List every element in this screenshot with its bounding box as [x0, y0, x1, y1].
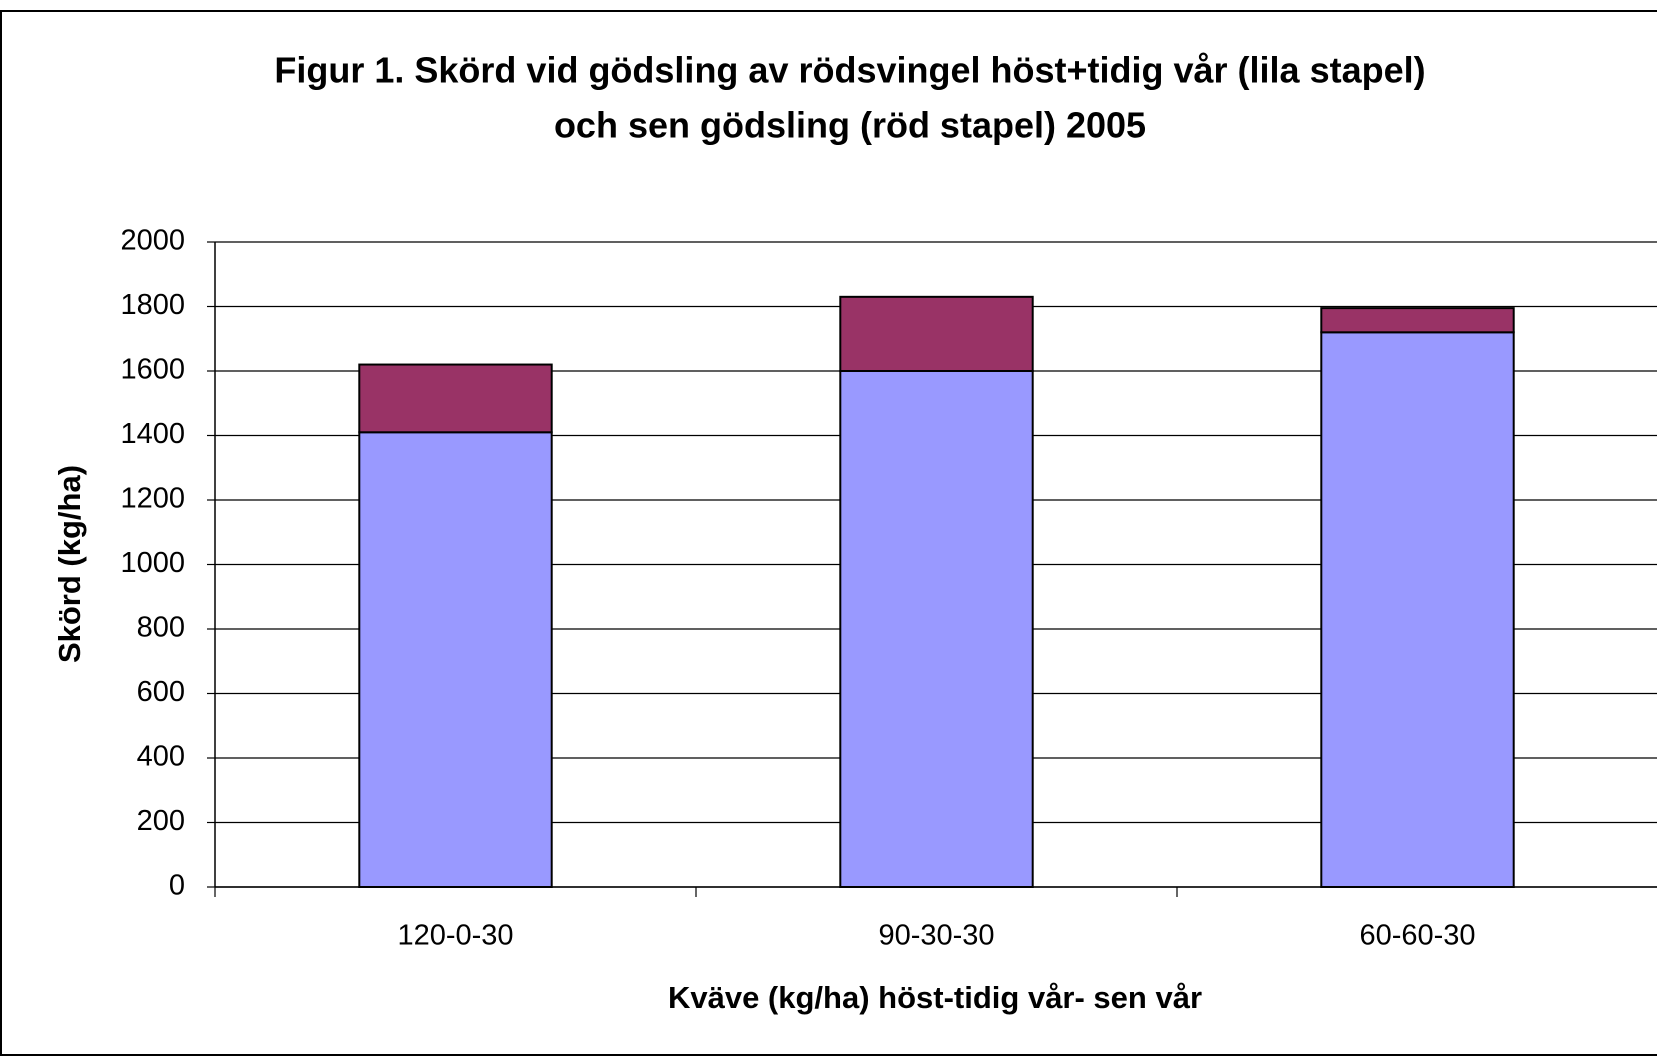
bar-segment [839, 295, 1034, 373]
bar-segment [839, 370, 1034, 888]
x-tick-label: 120-0-30 [397, 920, 513, 952]
y-tick-label: 1200 [120, 483, 185, 515]
bar-segment [358, 431, 553, 888]
chart-title: och sen gödsling (röd stapel) 2005 [554, 105, 1146, 146]
bar-segment [1320, 307, 1515, 334]
y-tick-label: 600 [137, 676, 185, 708]
y-tick-label: 1600 [120, 354, 185, 386]
x-tick-label: 60-60-30 [1359, 920, 1475, 952]
y-axis-label: Skörd (kg/ha) [52, 465, 87, 663]
bar-segment [358, 363, 553, 434]
y-tick-label: 400 [137, 741, 185, 773]
y-tick-label: 2000 [120, 225, 185, 257]
y-tick-label: 1400 [120, 418, 185, 450]
y-tick-label: 200 [137, 805, 185, 837]
y-tick-label: 0 [169, 870, 185, 902]
chart-title: Figur 1. Skörd vid gödsling av rödsvinge… [274, 50, 1425, 91]
bar-segment [1320, 331, 1515, 888]
y-tick-label: 800 [137, 612, 185, 644]
x-axis-label: Kväve (kg/ha) höst-tidig vår- sen vår [668, 980, 1202, 1015]
y-tick-label: 1000 [120, 547, 185, 579]
x-tick-label: 90-30-30 [878, 920, 994, 952]
y-tick-label: 1800 [120, 289, 185, 321]
